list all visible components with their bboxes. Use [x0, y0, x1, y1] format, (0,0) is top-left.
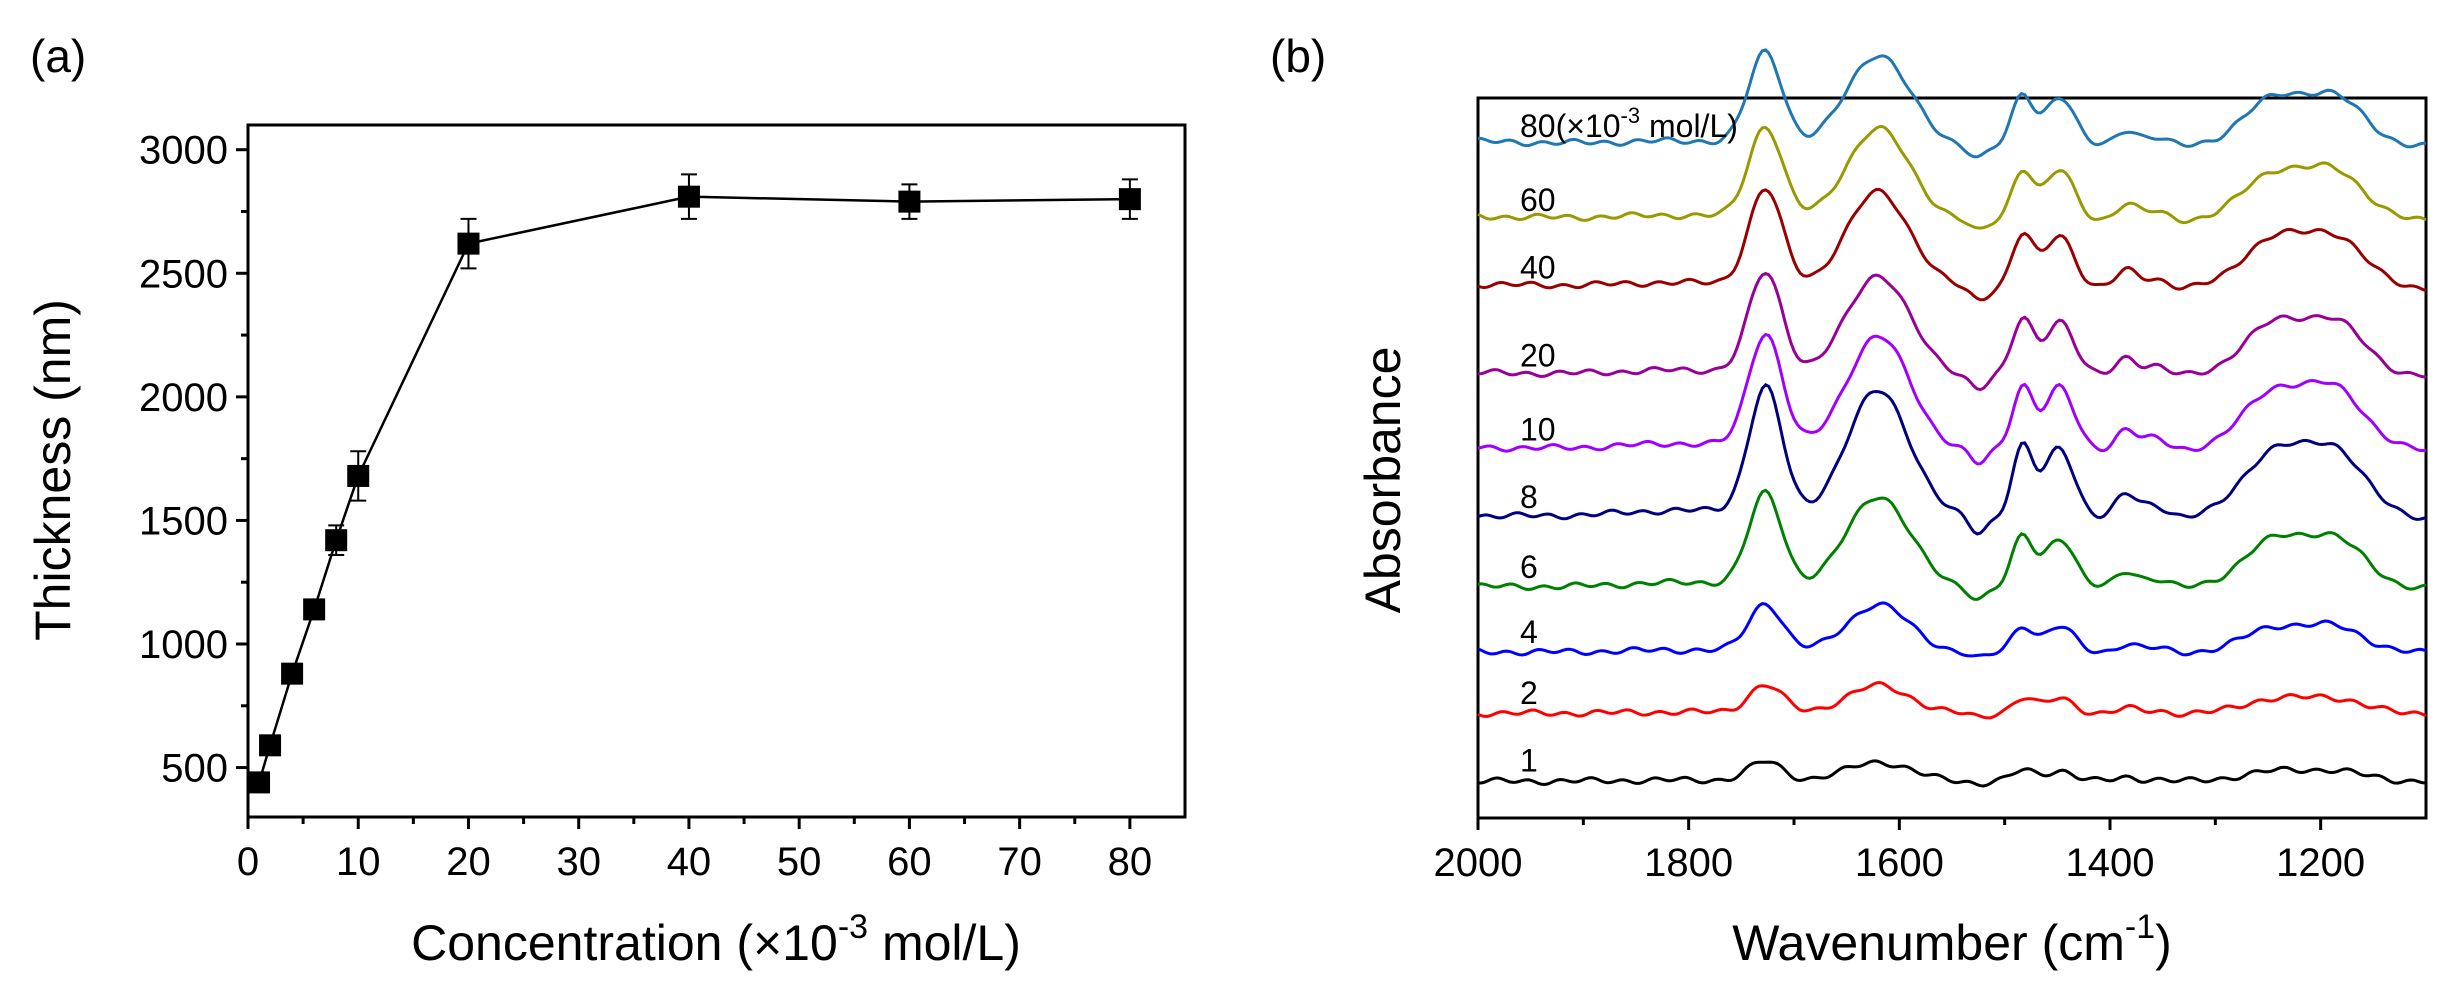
panel-a-frame [246, 123, 1187, 819]
b-curve-label: 80(×10-3 mol/L) [1520, 103, 1738, 144]
panel-b-series [1477, 48, 2427, 788]
b-series-line [1477, 125, 2427, 230]
panel-b-curve-labels: 1 2 4 6 8 10 20 40 60 80(×10-3 mol/L) [1520, 103, 1738, 779]
b-curve-label: 40 [1520, 250, 1556, 286]
panel-b-label: (b) [1270, 30, 1326, 82]
b-curve-label: 1 [1520, 742, 1538, 778]
panel-a-ticks: 0 10 20 30 40 50 60 70 80 500 1000 1500 2000 2500 3000 [139, 129, 1152, 884]
panel-b-ticks: 2000 1800 1600 1400 1200 [1434, 818, 2365, 885]
panel-a: (a) 0 10 20 30 40 50 60 70 80 500 1000 1500 2000 2500… [25, 30, 1187, 971]
b-curve-label: 20 [1520, 337, 1556, 373]
b-curve-label-sup: -3 [1621, 103, 1641, 128]
b-curve-label: 10 [1520, 412, 1556, 448]
b-series-line [1477, 680, 2427, 720]
a-point [347, 464, 370, 487]
b-curve-label: 6 [1520, 549, 1538, 585]
b-xtick-label: 1600 [1855, 841, 1944, 885]
panel-b-frame [1476, 96, 2428, 820]
a-ytick-label: 2500 [139, 252, 228, 296]
b-series-line [1477, 332, 2427, 466]
a-ytick-label: 1500 [139, 499, 228, 543]
a-xtick-label: 50 [777, 840, 822, 884]
a-xtick-label: 40 [667, 840, 712, 884]
a-xtick-label: 60 [887, 840, 932, 884]
b-series-line [1478, 759, 2427, 788]
a-xtick-label: 80 [1108, 840, 1153, 884]
panel-a-ylabel: Thickness (nm) [25, 299, 81, 641]
b-curve-label: 8 [1520, 479, 1538, 515]
panel-b: (b) 2000 1800 1600 1400 1200 1 2 4 6 8 10 20 40 60 80… [1270, 30, 2428, 971]
a-xtick-label: 70 [997, 840, 1042, 884]
a-point [677, 185, 700, 208]
b-series-line [1477, 382, 2427, 536]
b-series-line [1477, 601, 2427, 658]
b-curve-label: 2 [1520, 675, 1538, 711]
a-point [303, 598, 326, 621]
a-xtick-label: 10 [336, 840, 381, 884]
panel-b-xlabel: Wavenumber (cm-1) [1732, 908, 2172, 971]
b-series-line [1477, 187, 2427, 302]
a-ytick-label: 500 [161, 747, 228, 791]
a-line [257, 195, 1130, 783]
a-point [248, 771, 271, 794]
b-series-line [1478, 48, 2426, 159]
a-point [325, 529, 348, 552]
a-xtick-label: 0 [237, 840, 259, 884]
a-xtick-label: 20 [446, 840, 491, 884]
b-curve-label-suffix: (×10 [1556, 108, 1621, 144]
a-point [259, 734, 282, 757]
b-series-line [1477, 488, 2427, 601]
a-point [281, 662, 304, 685]
b-xtick-label: 1200 [2276, 841, 2365, 885]
a-point [898, 190, 921, 213]
panel-a-series [248, 173, 1141, 794]
panel-b-ylabel: Absorbance [1355, 347, 1411, 614]
b-curve-label: 4 [1520, 614, 1538, 650]
a-ytick-label: 1000 [139, 623, 228, 667]
panel-a-label: (a) [30, 30, 86, 82]
a-xtick-label: 30 [556, 840, 601, 884]
b-curve-label: 60 [1520, 182, 1556, 218]
b-curve-label-end: mol/L) [1640, 108, 1738, 144]
b-xtick-label: 2000 [1434, 841, 1523, 885]
b-series-line [1477, 271, 2427, 392]
b-xtick-label: 1800 [1644, 841, 1733, 885]
b-xtick-label: 1400 [2066, 841, 2155, 885]
a-ytick-label: 2000 [139, 376, 228, 420]
panel-a-xlabel: Concentration (×10-3 mol/L) [411, 908, 1021, 971]
a-point [1118, 188, 1141, 211]
a-ytick-label: 3000 [139, 129, 228, 173]
a-point [457, 232, 480, 255]
